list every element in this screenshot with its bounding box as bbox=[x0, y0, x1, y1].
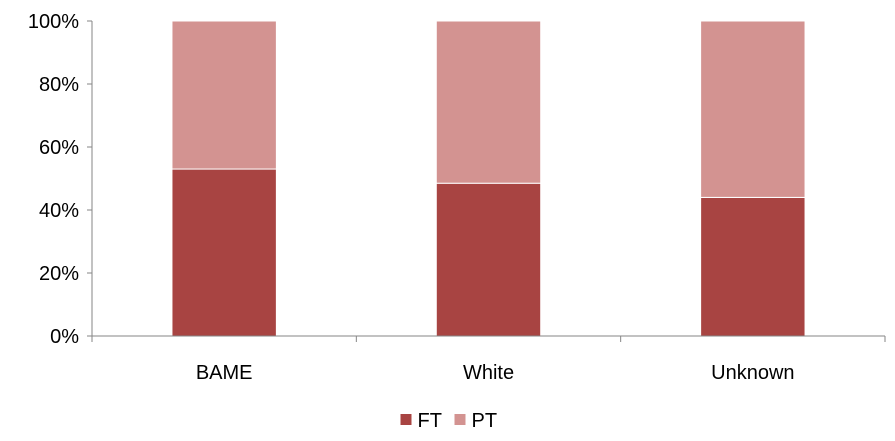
legend-swatch-ft bbox=[400, 414, 412, 425]
bar-pt-unknown bbox=[700, 20, 806, 198]
x-category-label: BAME bbox=[196, 362, 253, 384]
y-tick-label: 100% bbox=[28, 11, 79, 33]
bar-pt-bame bbox=[171, 20, 277, 170]
legend: FT PT bbox=[400, 410, 498, 432]
bar-ft-unknown bbox=[700, 196, 806, 337]
y-tick-label: 0% bbox=[50, 326, 79, 348]
y-tick-label: 40% bbox=[39, 200, 79, 222]
y-tick-label: 60% bbox=[39, 137, 79, 159]
legend-label-ft: FT bbox=[418, 410, 442, 432]
bar-ft-bame bbox=[171, 168, 277, 337]
y-tick-label: 80% bbox=[39, 74, 79, 96]
y-axis: 0% 20% 40% 60% 80% 100% bbox=[28, 11, 93, 348]
legend-label-pt: PT bbox=[472, 410, 498, 432]
legend-swatch-pt bbox=[454, 414, 466, 425]
bars bbox=[171, 20, 806, 337]
y-tick-label: 20% bbox=[39, 263, 79, 285]
x-category-label: Unknown bbox=[711, 362, 794, 384]
bar-ft-white bbox=[435, 182, 542, 337]
x-axis: BAME White Unknown bbox=[91, 335, 886, 384]
x-category-label: White bbox=[463, 362, 514, 384]
bar-pt-white bbox=[435, 20, 542, 184]
